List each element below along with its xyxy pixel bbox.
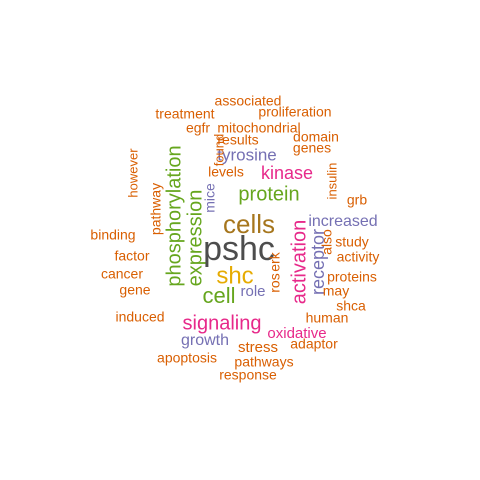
word-levels: levels xyxy=(208,164,244,180)
word-tyrosine: tyrosine xyxy=(217,145,277,164)
word-mitochondrial: mitochondrial xyxy=(217,120,300,136)
word-proliferation: proliferation xyxy=(258,104,331,120)
word-proteins: proteins xyxy=(327,269,377,285)
word-oxidative: oxidative xyxy=(267,325,326,342)
word-also: also xyxy=(319,229,335,255)
word-results: results xyxy=(217,132,258,148)
word-response: response xyxy=(219,367,277,383)
word-erk: erk xyxy=(267,251,283,271)
word-induced: induced xyxy=(115,309,164,325)
word-increased: increased xyxy=(308,213,377,230)
word-treatment: treatment xyxy=(155,106,214,122)
word-kinase: kinase xyxy=(261,163,313,183)
word-phosphorylation: phosphorylation xyxy=(163,145,185,286)
word-adaptor: adaptor xyxy=(290,336,338,352)
word-signaling: signaling xyxy=(183,312,262,334)
word-cells: cells xyxy=(223,209,275,239)
word-gene: gene xyxy=(119,282,150,298)
word-shca: shca xyxy=(336,298,366,314)
word-human: human xyxy=(306,310,349,326)
word-mice: mice xyxy=(202,183,218,213)
word-however: however xyxy=(125,148,140,198)
word-binding: binding xyxy=(90,227,135,243)
word-pathway: pathway xyxy=(148,183,164,235)
word-grb: grb xyxy=(347,192,367,208)
word-insulin: insulin xyxy=(324,163,339,200)
word-genes: genes xyxy=(293,140,331,156)
word-shc: shc xyxy=(216,262,253,289)
word-pathways: pathways xyxy=(234,354,293,370)
word-activity: activity xyxy=(337,249,380,265)
word-found: found xyxy=(211,134,226,167)
word-expression: expression xyxy=(184,190,206,287)
word-associated: associated xyxy=(215,93,282,109)
word-apoptosis: apoptosis xyxy=(157,350,217,366)
word-egfr: egfr xyxy=(186,120,210,136)
word-factor: factor xyxy=(114,248,149,264)
word-domain: domain xyxy=(293,129,339,145)
word-stress: stress xyxy=(238,339,278,356)
word-role: role xyxy=(240,283,265,300)
word-cancer: cancer xyxy=(101,266,143,282)
word-activation: activation xyxy=(288,220,310,305)
word-study: study xyxy=(335,234,368,250)
word-receptor: receptor xyxy=(308,229,328,295)
word-protein: protein xyxy=(238,183,299,205)
word-growth: growth xyxy=(181,332,229,349)
word-may: may xyxy=(323,283,349,299)
word-ros: ros xyxy=(267,273,283,292)
word-cell: cell xyxy=(202,283,235,308)
word-pshc: pshc xyxy=(203,230,275,268)
